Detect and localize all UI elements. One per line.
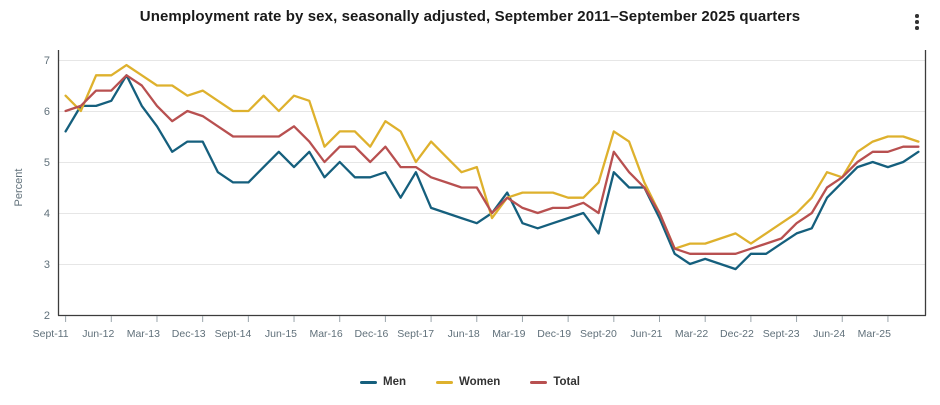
kebab-dot	[915, 26, 919, 30]
x-axis-label: Dec-16	[355, 328, 389, 340]
legend-label-men: Men	[383, 376, 407, 388]
total-series-swatch	[530, 380, 548, 384]
x-axis-label: Sept-23	[763, 328, 800, 340]
x-axis-label: Sept-20	[580, 328, 617, 340]
women-series-swatch	[436, 380, 454, 384]
legend-item-men[interactable]: Men	[360, 376, 406, 388]
legend-item-total[interactable]: Total	[530, 376, 580, 388]
kebab-dot	[915, 14, 919, 18]
women-series-line[interactable]	[64, 63, 920, 250]
x-axis-label: Jun-21	[630, 328, 662, 340]
men-series-line[interactable]	[64, 74, 920, 271]
y-axis-label: 4	[44, 208, 50, 220]
x-axis-label: Mar-13	[127, 328, 160, 340]
x-axis-label: Dec-22	[720, 328, 754, 340]
legend-label-women: Women	[459, 376, 501, 388]
x-axis-label: Mar-25	[858, 328, 891, 340]
x-axis-label: Jun-15	[265, 328, 297, 340]
x-axis-label: Jun-24	[813, 328, 845, 340]
y-axis-label: 5	[44, 157, 50, 169]
legend-item-women[interactable]: Women	[436, 376, 500, 388]
x-axis-label: Dec-13	[172, 328, 206, 340]
line-chart-plot-area: Sept-11 Jun-12 Mar-13 Dec-13 Sept-14 Jun-15 Ma…	[13, 50, 927, 340]
x-axis-label: Dec-19	[537, 328, 571, 340]
y-axis-label: 2	[44, 310, 50, 322]
legend-label-total: Total	[553, 376, 580, 388]
y-axis-label: 7	[44, 55, 50, 67]
chart-legend: Men Women Total	[0, 376, 940, 388]
y-axis-label: 3	[44, 259, 50, 271]
chart-context-menu-button[interactable]	[908, 10, 926, 34]
x-axis-label: Sept-11	[33, 328, 69, 340]
kebab-dot	[915, 20, 919, 24]
y-axis-label: 6	[44, 106, 50, 118]
x-axis-label: Mar-19	[492, 328, 525, 340]
x-axis-label: Mar-22	[675, 328, 708, 340]
total-series-line[interactable]	[64, 74, 920, 255]
x-axis-label: Jun-12	[82, 328, 114, 340]
x-axis-label: Sept-17	[397, 328, 434, 340]
chart-title: Unemployment rate by sex, seasonally adj…	[139, 8, 801, 25]
x-axis-label: Mar-16	[309, 328, 342, 340]
x-axis-label: Sept-14	[215, 328, 252, 340]
men-series-swatch	[360, 380, 378, 384]
x-axis-label: Jun-18	[448, 328, 480, 340]
y-axis-title: Percent	[13, 169, 25, 207]
